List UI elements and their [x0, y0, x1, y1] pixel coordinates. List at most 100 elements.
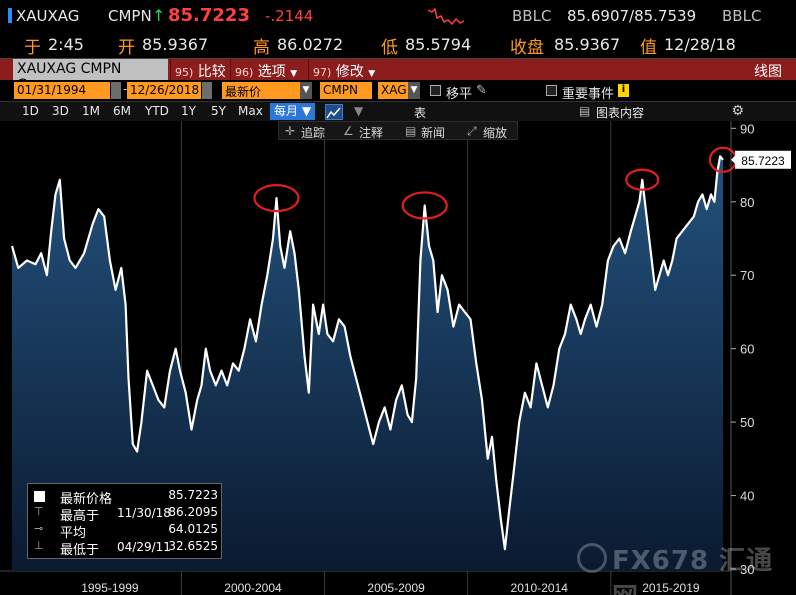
average-marker-icon: ⊸ — [34, 522, 44, 535]
peak-highlight-circle — [625, 168, 660, 191]
annotate-icon[interactable]: ∠ — [343, 124, 354, 138]
line-chart-icon[interactable] — [325, 104, 343, 120]
compare-label: 比较 — [197, 64, 226, 80]
zoom-icon[interactable]: ⤢ — [467, 124, 477, 138]
y-axis: 30 40 50 60 70 80 90 — [731, 121, 754, 577]
calendar-icon[interactable] — [202, 82, 212, 99]
legend-swatch — [34, 491, 45, 502]
options-label: 选项 — [257, 64, 286, 80]
y-tick-label: 50 — [740, 415, 754, 430]
bid-ask: 85.6907/85.7539 — [567, 7, 697, 25]
table-button[interactable]: 表 — [414, 106, 427, 120]
last-price: 85.7223 — [168, 5, 250, 26]
up-arrow-icon: ↑ — [152, 6, 166, 25]
chart-toolbar: ✛ 追踪 ∠ 注释 ▤ 新闻 ⤢ 缩放 — [278, 121, 518, 140]
end-date-input[interactable]: 12/26/2018 — [127, 82, 201, 99]
compare-menu[interactable]: 95) 比较 — [170, 59, 230, 80]
field-select[interactable]: CMPN — [320, 82, 372, 99]
low-value: 85.5794 — [405, 35, 472, 54]
chevron-down-icon[interactable]: ▼ — [408, 82, 420, 99]
chart-legend: 最新价格 85.7223 ⊤ 最高于 11/30/18 86.2095 ⊸ 平均… — [27, 483, 222, 559]
function-bar: XAUXAG CMPN Curncy 95) 比较 96) 选项 ▼ 97) 修… — [0, 58, 796, 93]
legend-high-label: 最高于 — [60, 509, 100, 524]
y-tick-label: 60 — [740, 342, 754, 357]
price-type-select[interactable]: 最新价 — [222, 82, 300, 99]
edit-menu[interactable]: 97) 修改 ▼ — [308, 59, 379, 80]
quote-header: XAUXAG CMPN ↑ 85.7223 -.2144 BBLC 85.690… — [0, 0, 796, 30]
price-change: -.2144 — [265, 7, 314, 25]
focus-marker — [8, 8, 12, 23]
y-tick-label: 30 — [740, 562, 754, 577]
legend-low-date: 04/29/11 — [117, 540, 171, 554]
x-period-label: 2000-2004 — [224, 581, 282, 595]
legend-last-label: 最新价格 — [60, 492, 113, 507]
value-date: 12/28/18 — [664, 35, 736, 54]
y-tick-label: 90 — [740, 121, 754, 136]
low-marker-icon: ⊥ — [34, 539, 44, 552]
period-1y[interactable]: 1Y — [181, 104, 196, 118]
pencil-icon[interactable]: ✎ — [476, 83, 487, 98]
open-value: 85.9367 — [142, 35, 209, 54]
legend-high: ⊤ 最高于 11/30/18 86.2095 — [32, 505, 220, 524]
sparkline-icon — [428, 7, 464, 26]
shift-label: 移平 — [446, 87, 473, 102]
period-5y[interactable]: 5Y — [211, 104, 226, 118]
period-bar: 1D 3D 1M 6M YTD 1Y 5Y Max 每月 ▼ ▼ 表 ▤ 图表内… — [0, 101, 796, 121]
low-label: 低 — [381, 38, 398, 58]
zoom-button[interactable]: 缩放 — [483, 126, 508, 140]
x-period-label: 2015-2019 — [642, 581, 700, 595]
ticker-label[interactable]: XAUXAG — [16, 7, 80, 25]
peak-highlights — [253, 146, 738, 220]
period-1m[interactable]: 1M — [82, 104, 100, 118]
annotate-button[interactable]: 注释 — [359, 126, 384, 140]
shift-checkbox[interactable] — [430, 85, 441, 96]
x-period-label: 2005-2009 — [367, 581, 425, 595]
options-menu[interactable]: 96) 选项 ▼ — [230, 59, 301, 80]
period-6m[interactable]: 6M — [113, 104, 131, 118]
chart-content-icon: ▤ — [579, 104, 591, 118]
last-price-tag-bg — [735, 150, 791, 169]
peak-highlight-circle — [401, 191, 448, 220]
chart-type-dropdown[interactable]: ▼ — [354, 104, 364, 118]
legend-low-value: 32.6525 — [168, 539, 218, 553]
security-field[interactable]: XAUXAG CMPN Curncy — [13, 59, 168, 93]
frequency-select[interactable]: 每月 ▼ — [270, 103, 316, 120]
field-label: CMPN — [108, 7, 152, 25]
open-label: 开 — [118, 38, 135, 58]
edit-number: 97) — [313, 66, 332, 79]
price-line — [10, 155, 724, 551]
value-label: 值 — [640, 38, 657, 58]
legend-average: ⊸ 平均 64.0125 — [32, 522, 220, 541]
period-max[interactable]: Max — [238, 104, 263, 118]
y-tick-label: 40 — [740, 489, 754, 504]
x-axis: 1995-1999 2000-2004 2005-2009 2010-2014 2015… — [81, 581, 700, 595]
watermark-text: FX678 汇通网 — [612, 546, 774, 595]
compare-number: 95) — [175, 66, 194, 79]
calendar-icon[interactable] — [111, 82, 121, 99]
x-period-label: 1995-1999 — [81, 581, 139, 595]
period-ytd[interactable]: YTD — [145, 104, 169, 118]
security-select[interactable]: XAG — [378, 82, 408, 99]
track-button[interactable]: 追踪 — [301, 126, 326, 140]
events-checkbox[interactable] — [546, 85, 557, 96]
options-number: 96) — [235, 66, 254, 79]
news-icon[interactable]: ▤ — [405, 124, 417, 138]
last-price-tag-text: 85.7223 — [741, 154, 785, 168]
line-chart-title: 线图 — [754, 64, 782, 80]
period-1d[interactable]: 1D — [22, 104, 39, 118]
chevron-down-icon[interactable]: ▼ — [300, 82, 312, 99]
control-row: 01/31/1994 - 12/26/2018 最新价 ▼ CMPN XAG ▼… — [0, 81, 796, 102]
legend-low: ⊥ 最低于 04/29/11 32.6525 — [32, 539, 220, 558]
info-icon[interactable]: i — [618, 84, 629, 97]
gear-icon[interactable]: ⚙ — [731, 103, 744, 119]
high-label: 高 — [253, 38, 270, 58]
x-period-label: 2010-2014 — [511, 581, 569, 595]
frequency-label: 每月 — [274, 104, 299, 118]
chart-content-button[interactable]: 图表内容 — [596, 106, 645, 120]
time-label: 于 — [24, 38, 41, 58]
last-price-tag: 85.7223 — [731, 150, 791, 169]
start-date-input[interactable]: 01/31/1994 — [14, 82, 110, 99]
crosshair-icon[interactable]: ✛ — [285, 124, 296, 138]
news-button[interactable]: 新闻 — [421, 126, 446, 140]
period-3d[interactable]: 3D — [52, 104, 69, 118]
